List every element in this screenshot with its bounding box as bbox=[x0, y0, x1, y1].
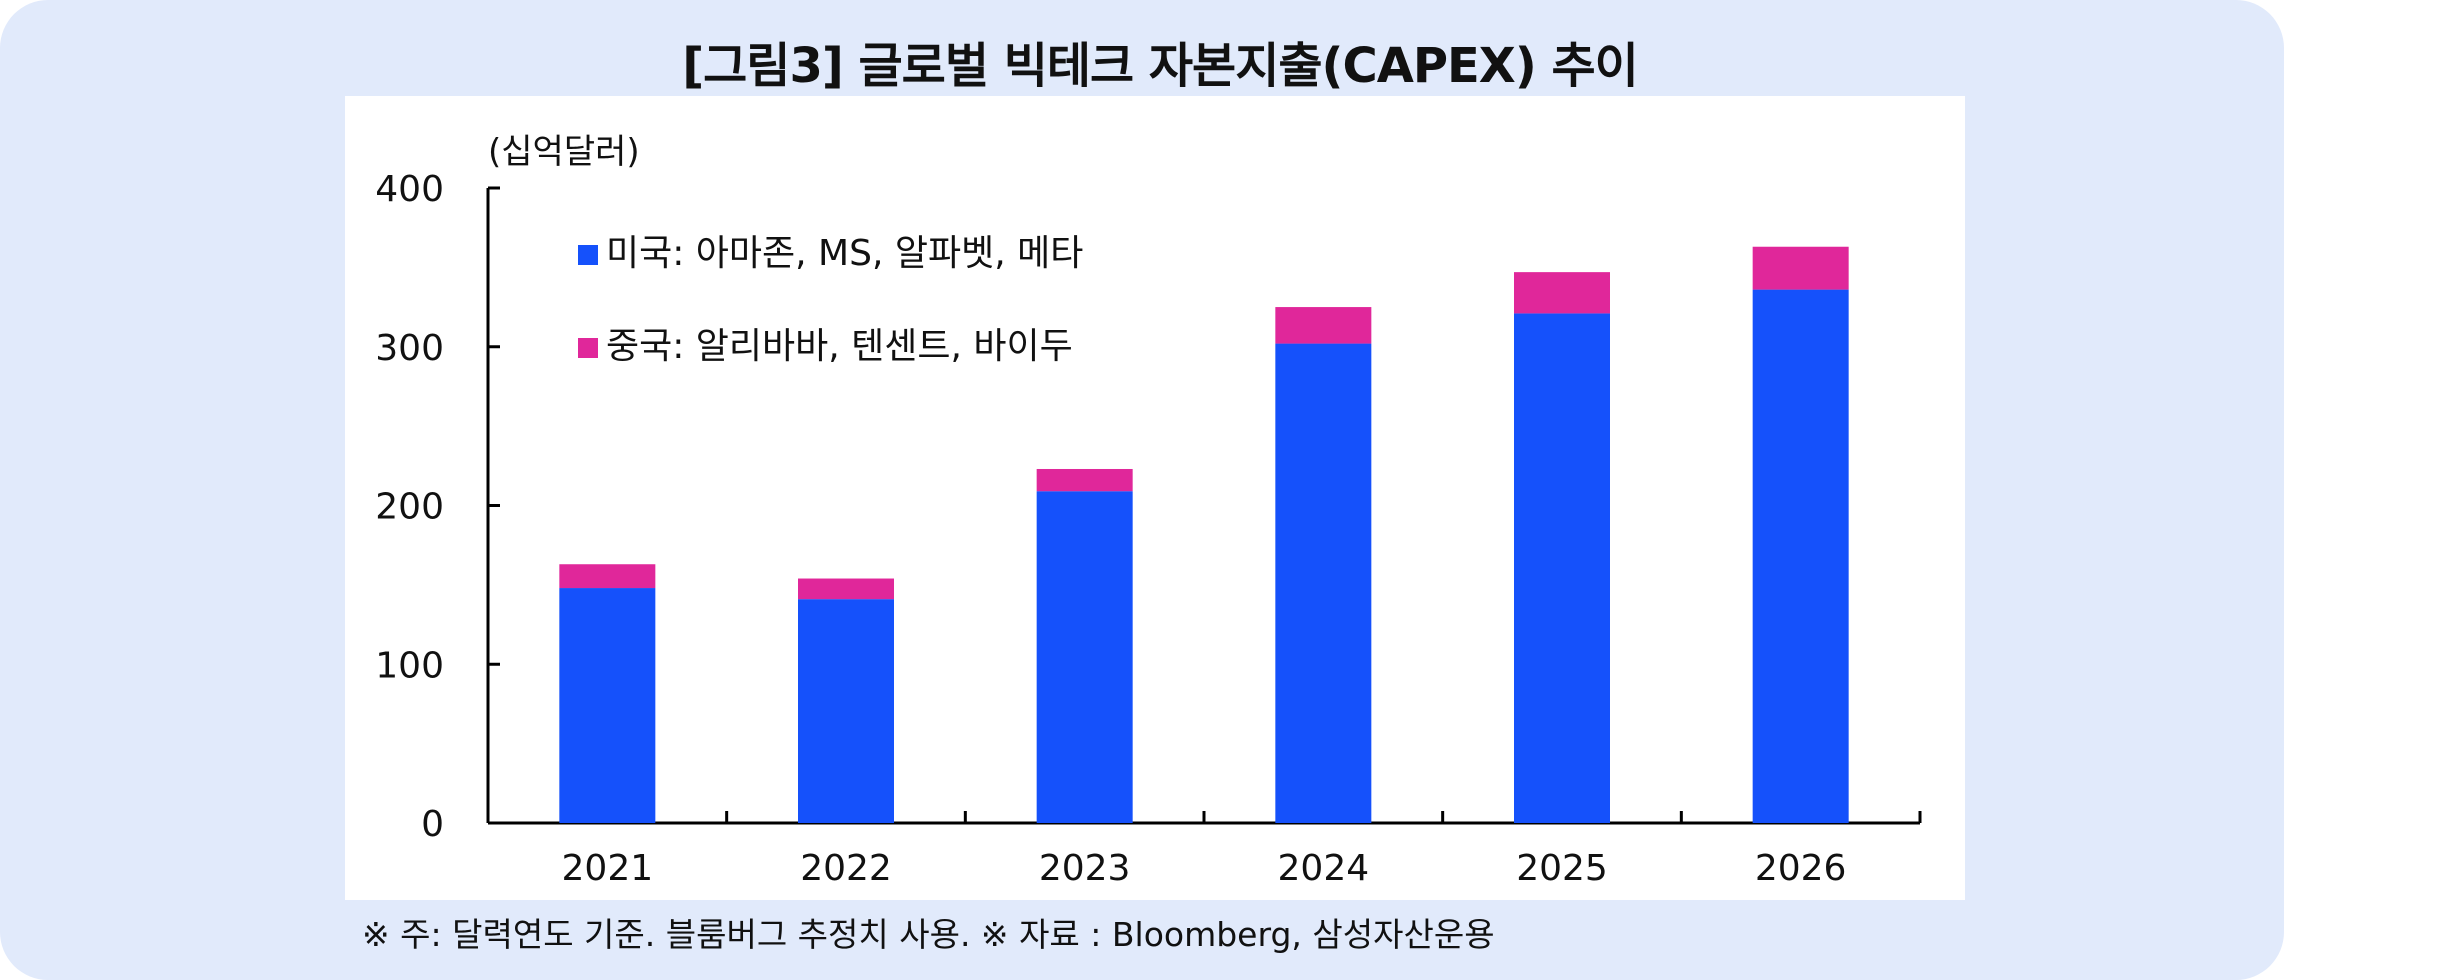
legend-label: 미국: 아마존, MS, 알파벳, 메타 bbox=[606, 233, 1083, 274]
bar-us bbox=[1752, 289, 1849, 824]
bar-china bbox=[798, 578, 894, 600]
y-tick-label: 300 bbox=[375, 328, 444, 369]
bar-us bbox=[559, 588, 656, 823]
y-tick-label: 200 bbox=[375, 487, 444, 528]
bar-china bbox=[1514, 272, 1610, 314]
legend-label: 중국: 알리바바, 텐센트, 바이두 bbox=[606, 326, 1073, 367]
y-tick-label: 100 bbox=[375, 645, 444, 686]
legend-swatch bbox=[578, 338, 598, 358]
bar-china bbox=[559, 564, 656, 589]
bar-us bbox=[798, 599, 894, 823]
x-tick-label: 2026 bbox=[1755, 848, 1847, 889]
x-tick-label: 2025 bbox=[1516, 848, 1608, 889]
x-tick-label: 2022 bbox=[800, 848, 892, 889]
bar-us bbox=[1514, 313, 1610, 823]
x-tick-label: 2021 bbox=[562, 848, 654, 889]
y-tick-label: 400 bbox=[375, 169, 444, 210]
bar-china bbox=[1036, 468, 1133, 492]
chart-title: [그림3] 글로벌 빅테크 자본지출(CAPEX) 추이 bbox=[682, 38, 1639, 94]
bar-us bbox=[1036, 491, 1133, 823]
x-tick-label: 2023 bbox=[1039, 848, 1131, 889]
footnote: ※ 주: 달력연도 기준. 블룸버그 추정치 사용. ※ 자료 : Bloomb… bbox=[362, 915, 1495, 954]
x-tick-label: 2024 bbox=[1278, 848, 1370, 889]
legend-swatch bbox=[578, 245, 598, 265]
bar-china bbox=[1752, 246, 1849, 290]
bar-us bbox=[1275, 343, 1372, 823]
bar-china bbox=[1275, 307, 1372, 344]
y-axis-label: (십억달러) bbox=[488, 132, 640, 172]
y-tick-label: 0 bbox=[421, 804, 444, 845]
